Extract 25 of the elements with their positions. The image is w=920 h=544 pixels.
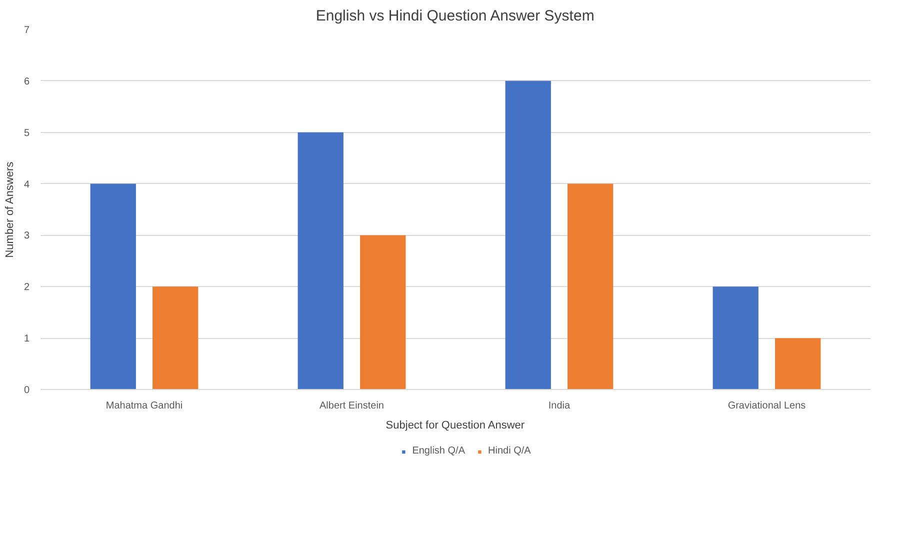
legend-label: Hindi Q/A [488, 446, 531, 456]
y-tick-label: 5 [24, 128, 30, 139]
x-axis-title: Subject for Question Answer [386, 420, 525, 432]
x-tick-label: India [548, 400, 571, 412]
y-tick-label: 2 [24, 282, 30, 294]
y-tick-label: 4 [24, 179, 30, 190]
y-tick-label: 7 [24, 25, 30, 36]
x-tick-label: Albert Einstein [320, 400, 384, 412]
legend-label: English Q/A [412, 446, 466, 456]
y-tick-label: 3 [24, 230, 30, 242]
y-axis-title: Number of Answers [4, 161, 16, 258]
bar [152, 286, 198, 390]
bar [775, 338, 821, 390]
x-tick-label: Graviational Lens [728, 400, 806, 412]
y-tick-label: 0 [24, 385, 30, 396]
bar [568, 184, 614, 390]
y-tick-label: 1 [24, 334, 30, 345]
bar [298, 132, 344, 390]
bar [360, 235, 406, 390]
chart-title: English vs Hindi Question Answer System [316, 8, 594, 24]
x-tick-label: Mahatma Gandhi [106, 400, 183, 412]
y-tick-label: 6 [24, 76, 30, 88]
bar [505, 80, 551, 390]
bar [90, 184, 136, 390]
bar [712, 286, 758, 390]
